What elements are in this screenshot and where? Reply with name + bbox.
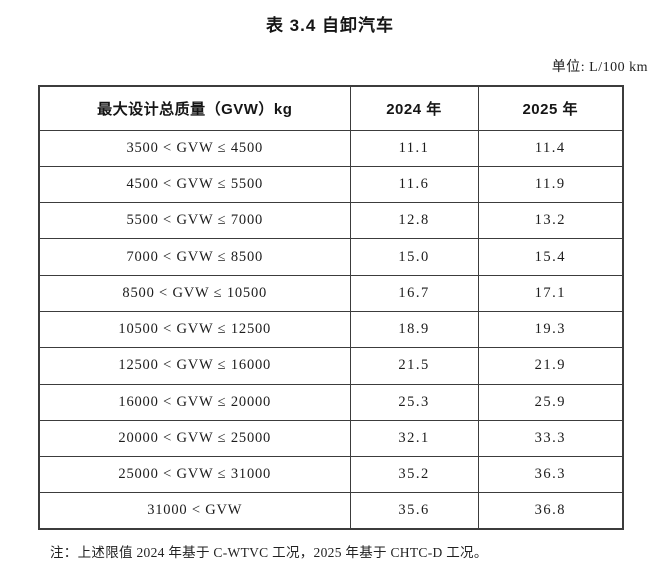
- gvw-range-cell: 10500 < GVW ≤ 12500: [38, 310, 351, 349]
- value-2024-cell: 11.6: [349, 165, 479, 204]
- fuel-limits-table: 最大设计总质量（GVW）kg 2024 年 2025 年 3500 < GVW …: [38, 85, 624, 531]
- table-row: 4500 < GVW ≤ 5500 11.6 11.9: [38, 165, 624, 204]
- table-row: 8500 < GVW ≤ 10500 16.7 17.1: [38, 274, 624, 312]
- gvw-range-cell: 4500 < GVW ≤ 5500: [38, 165, 351, 204]
- value-2025-cell: 33.3: [477, 419, 624, 458]
- gvw-range-cell: 20000 < GVW ≤ 25000: [38, 419, 351, 458]
- table-title: 表 3.4 自卸汽车: [265, 16, 395, 35]
- table-row: 5500 < GVW ≤ 7000 12.8 13.2: [38, 202, 624, 240]
- value-2024-cell: 11.1: [349, 129, 479, 167]
- column-header-2024: 2024 年: [349, 85, 479, 131]
- value-2025-cell: 11.4: [477, 129, 624, 167]
- table-row: 25000 < GVW ≤ 31000 35.2 36.3: [38, 456, 624, 494]
- gvw-range-cell: 12500 < GVW ≤ 16000: [38, 347, 351, 385]
- value-2024-cell: 15.0: [349, 238, 479, 276]
- gvw-range-cell: 5500 < GVW ≤ 7000: [38, 202, 351, 240]
- value-2024-cell: 35.2: [349, 456, 479, 494]
- value-2024-cell: 32.1: [349, 419, 479, 458]
- gvw-range-cell: 7000 < GVW ≤ 8500: [38, 238, 351, 276]
- table-row: 3500 < GVW ≤ 4500 11.1 11.4: [38, 129, 624, 167]
- gvw-range-cell: 25000 < GVW ≤ 31000: [38, 456, 351, 494]
- value-2024-cell: 25.3: [349, 383, 479, 421]
- value-2025-cell: 21.9: [477, 347, 624, 385]
- header-row: 最大设计总质量（GVW）kg 2024 年 2025 年: [38, 85, 624, 131]
- value-2024-cell: 16.7: [349, 274, 479, 312]
- unit-label: 单位: L/100 km: [551, 60, 648, 75]
- gvw-range-cell: 16000 < GVW ≤ 20000: [38, 383, 351, 421]
- table-row: 10500 < GVW ≤ 12500 18.9 19.3: [38, 310, 624, 349]
- table-row: 7000 < GVW ≤ 8500 15.0 15.4: [38, 238, 624, 276]
- table-row: 12500 < GVW ≤ 16000 21.5 21.9: [38, 347, 624, 385]
- column-header-2025: 2025 年: [477, 85, 624, 131]
- table-body: 3500 < GVW ≤ 4500 11.1 11.4 4500 < GVW ≤…: [38, 129, 624, 530]
- value-2024-cell: 12.8: [349, 202, 479, 240]
- gvw-range-cell: 3500 < GVW ≤ 4500: [38, 129, 351, 167]
- value-2024-cell: 35.6: [349, 492, 479, 530]
- table-header: 最大设计总质量（GVW）kg 2024 年 2025 年: [38, 85, 624, 131]
- value-2025-cell: 15.4: [477, 238, 624, 276]
- value-2025-cell: 11.9: [477, 165, 624, 204]
- value-2025-cell: 13.2: [477, 202, 624, 240]
- gvw-range-cell: 31000 < GVW: [38, 492, 351, 530]
- value-2025-cell: 19.3: [477, 310, 624, 349]
- value-2024-cell: 18.9: [349, 310, 479, 349]
- table-row: 16000 < GVW ≤ 20000 25.3 25.9: [38, 383, 624, 421]
- value-2025-cell: 36.8: [477, 492, 624, 530]
- value-2025-cell: 36.3: [477, 456, 624, 494]
- value-2024-cell: 21.5: [349, 347, 479, 385]
- table-row: 20000 < GVW ≤ 25000 32.1 33.3: [38, 419, 624, 458]
- value-2025-cell: 25.9: [477, 383, 624, 421]
- gvw-range-cell: 8500 < GVW ≤ 10500: [38, 274, 351, 312]
- value-2025-cell: 17.1: [477, 274, 624, 312]
- table-row: 31000 < GVW 35.6 36.8: [38, 492, 624, 530]
- column-header-gvw: 最大设计总质量（GVW）kg: [38, 85, 351, 131]
- footnote: 注：上述限值 2024 年基于 C-WTVC 工况，2025 年基于 CHTC-…: [50, 545, 488, 561]
